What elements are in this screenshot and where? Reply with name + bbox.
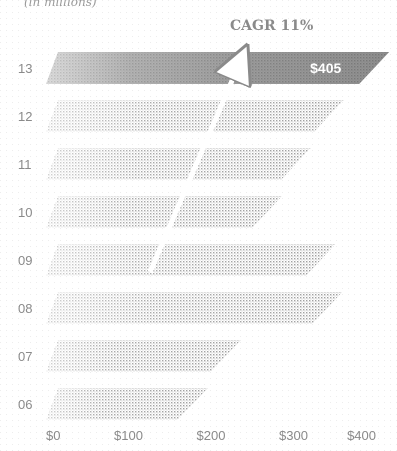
unit-label: (in millions) xyxy=(24,0,97,9)
x-tick-label: $0 xyxy=(46,428,60,443)
category-label-11: 11 xyxy=(18,157,32,172)
x-tick-label: $400 xyxy=(347,428,376,443)
bar-shade-07 xyxy=(46,340,241,372)
value-label-13: $405 xyxy=(310,60,341,76)
bar-shade-06 xyxy=(46,388,208,420)
x-axis-tick-labels: $0 $100 $200 $300 $400 xyxy=(46,428,376,443)
cagr-annotation: CAGR 11% xyxy=(230,18,313,34)
category-label-13: 13 xyxy=(18,61,32,76)
category-label-06: 06 xyxy=(18,397,32,412)
category-label-09: 09 xyxy=(18,253,32,268)
category-label-08: 08 xyxy=(18,301,32,316)
category-label-12: 12 xyxy=(18,109,32,124)
x-tick-label: $100 xyxy=(114,428,143,443)
category-labels: 13 12 11 10 09 08 07 06 xyxy=(18,61,32,412)
bar-shade-12 xyxy=(46,100,344,132)
cagr-trend-arrow xyxy=(147,62,240,273)
category-label-07: 07 xyxy=(18,349,32,364)
x-tick-label: $200 xyxy=(197,428,226,443)
bar-shade-11 xyxy=(46,148,311,180)
x-tick-label: $300 xyxy=(279,428,308,443)
bar-shade-08 xyxy=(46,292,343,324)
bar-shade-10 xyxy=(46,196,282,228)
bar-shade-09 xyxy=(46,244,336,276)
bars-group xyxy=(46,52,390,420)
category-label-10: 10 xyxy=(18,205,32,220)
